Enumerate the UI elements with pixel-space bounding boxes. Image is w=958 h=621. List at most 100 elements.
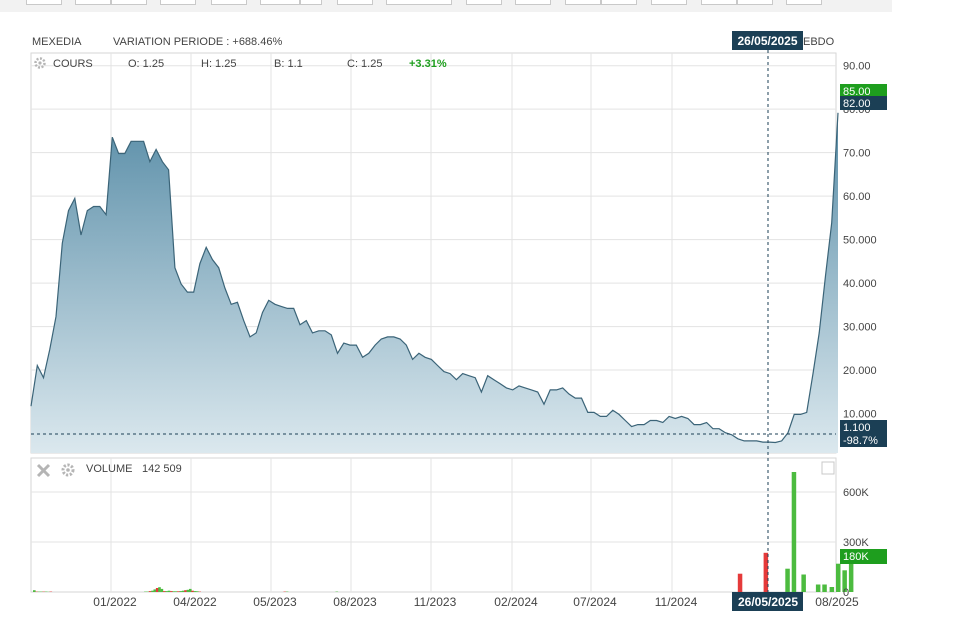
volume-bar <box>165 591 168 592</box>
close-icon[interactable] <box>36 463 51 478</box>
toolbar-button[interactable] <box>786 0 822 5</box>
x-tick-label: 08/2025 <box>815 595 859 609</box>
volume-bar <box>174 591 178 592</box>
volume-value: 142 509 <box>142 463 182 475</box>
price-line <box>30 112 839 444</box>
x-axis: 01/2022 04/2022 05/2023 08/2023 11/2023 02/20… <box>93 592 859 611</box>
volume-bar <box>158 587 161 592</box>
volume-bar <box>193 591 197 592</box>
toolbar-button[interactable] <box>75 0 111 5</box>
volume-bar <box>181 590 185 592</box>
volume-tick-label: 300K <box>843 537 869 549</box>
volume-bar <box>153 589 157 592</box>
x-tick-label: 02/2024 <box>494 595 538 609</box>
bid-value: B: 1.1 <box>274 58 303 70</box>
y-tick-label: 50.000 <box>843 235 877 247</box>
toolbar-button[interactable] <box>515 0 551 5</box>
toolbar-button[interactable] <box>737 0 773 5</box>
volume-bar <box>801 574 806 592</box>
volume-badge-text: 180K <box>843 551 869 563</box>
volume-bar <box>186 589 190 592</box>
y-axis: 90.0080.0070.0060.0050.00040.00030.00020… <box>843 61 877 421</box>
y-tick-label: 10.000 <box>843 409 877 421</box>
volume-label: VOLUME <box>86 463 132 475</box>
toolbar-button[interactable] <box>211 0 247 5</box>
volume-axis: 600K 300K 0 <box>843 487 869 599</box>
series-label: COURS <box>53 58 93 70</box>
open-value: O: 1.25 <box>128 58 164 70</box>
volume-bar <box>148 591 152 592</box>
volume-bar <box>848 562 854 592</box>
last-price-badge-text: 82.00 <box>843 98 871 110</box>
x-tick-label: 08/2023 <box>333 595 377 609</box>
y-tick-label: 40.000 <box>843 278 877 290</box>
toolbar-button[interactable] <box>701 0 737 5</box>
maximize-icon[interactable] <box>821 461 835 475</box>
volume-badge <box>840 549 887 564</box>
grid-lines <box>31 53 836 592</box>
volume-bar <box>737 573 743 592</box>
x-tick-label: 01/2022 <box>93 595 137 609</box>
y-tick-label: 20.000 <box>843 365 877 377</box>
volume-tick-label: 0 <box>843 587 849 599</box>
x-tick-label: 07/2024 <box>573 595 617 609</box>
low-price-badge-change: -98.7% <box>843 435 878 447</box>
volume-bar <box>33 590 36 592</box>
gear-icon[interactable] <box>34 57 46 69</box>
toolbar-button[interactable] <box>111 0 147 5</box>
volume-bar <box>785 568 790 592</box>
toolbar <box>0 0 892 12</box>
y-tick-label: 90.00 <box>843 61 871 73</box>
volume-bar <box>170 591 173 592</box>
high-value: H: 1.25 <box>201 58 236 70</box>
crosshair-date-badge-bottom <box>732 592 803 611</box>
toolbar-button[interactable] <box>601 0 637 5</box>
toolbar-button[interactable] <box>260 0 300 5</box>
volume-bar <box>167 590 171 592</box>
toolbar-button[interactable] <box>651 0 687 5</box>
low-price-badge-value: 1.100 <box>843 422 871 434</box>
y-tick-label: 70.00 <box>843 148 871 160</box>
toolbar-button[interactable] <box>386 0 452 5</box>
low-price-badge <box>840 420 887 447</box>
toolbar-button[interactable] <box>160 0 196 5</box>
volume-bar <box>191 590 194 592</box>
x-tick-label: 26/05/2025 <box>738 595 798 609</box>
x-tick-label: 11/2023 <box>414 595 457 609</box>
high-price-badge <box>840 84 887 97</box>
volume-bar <box>163 591 166 592</box>
crosshair-date-badge-top <box>732 31 803 50</box>
volume-bar <box>829 587 835 592</box>
volume-bar <box>151 590 154 592</box>
volume-tick-label: 600K <box>843 487 869 499</box>
period-label: EBDO <box>803 36 835 48</box>
toolbar-button[interactable] <box>466 0 502 5</box>
toolbar-button[interactable] <box>26 0 62 5</box>
gear-icon[interactable] <box>61 463 75 477</box>
volume-bars <box>33 472 854 592</box>
instrument-name: MEXEDIA <box>32 36 82 48</box>
toolbar-button[interactable] <box>337 0 373 5</box>
toolbar-button[interactable] <box>565 0 601 5</box>
volume-bar <box>842 570 847 592</box>
volume-bar <box>763 552 769 592</box>
close-value: C: 1.25 <box>347 58 382 70</box>
volume-bar <box>815 584 821 592</box>
volume-bar <box>184 590 187 592</box>
y-tick-label: 30.000 <box>843 322 877 334</box>
x-tick-label: 11/2024 <box>655 595 698 609</box>
x-tick-label: 05/2023 <box>253 595 297 609</box>
change-value: +3.31% <box>409 58 447 70</box>
volume-bar <box>791 472 797 592</box>
volume-bar <box>172 591 175 592</box>
volume-panel <box>30 457 837 593</box>
volume-bar <box>822 584 827 592</box>
toolbar-button[interactable] <box>300 0 322 5</box>
volume-bar <box>189 588 192 592</box>
volume-bar <box>836 563 841 592</box>
y-tick-label: 60.00 <box>843 191 871 203</box>
x-tick-label: 04/2022 <box>173 595 217 609</box>
high-price-badge-text: 85.00 <box>843 86 871 98</box>
volume-bar <box>160 588 164 592</box>
